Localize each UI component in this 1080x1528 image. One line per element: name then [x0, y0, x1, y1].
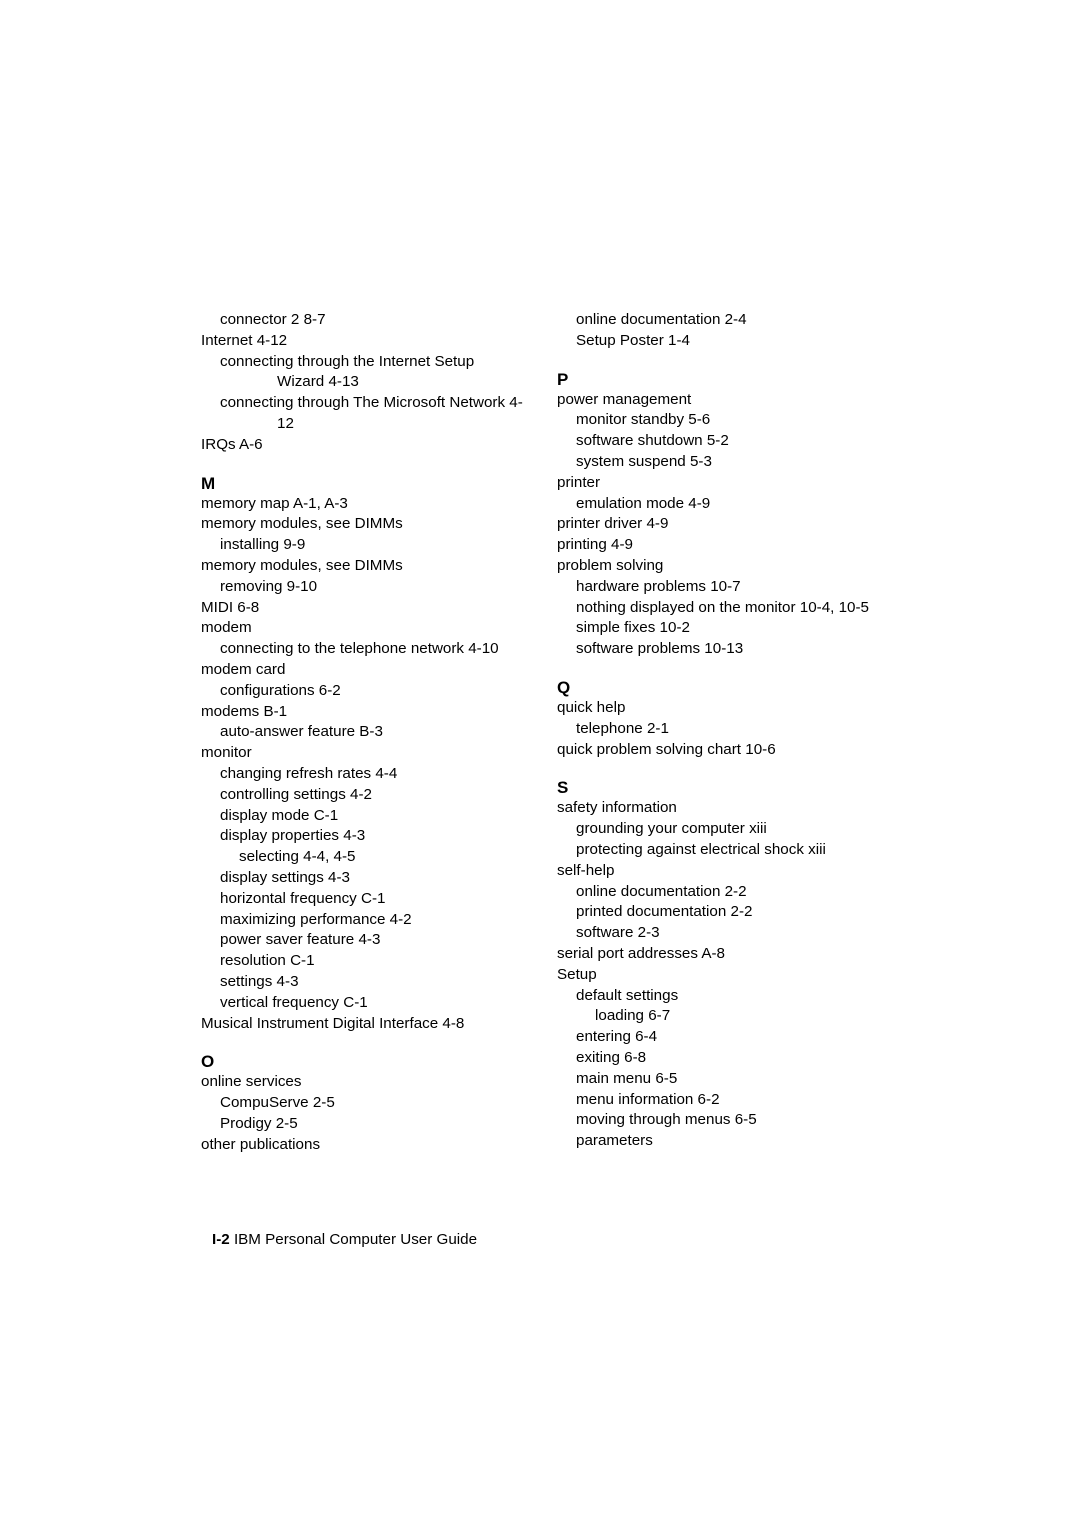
- index-entry: modem: [201, 618, 523, 639]
- index-entry: resolution C-1: [201, 951, 523, 972]
- index-entry: menu information 6-2: [557, 1090, 879, 1111]
- section-letter: O: [201, 1051, 523, 1072]
- index-entry: display settings 4-3: [201, 868, 523, 889]
- index-entry: simple fixes 10-2: [557, 618, 879, 639]
- index-entry: vertical frequency C-1: [201, 993, 523, 1014]
- index-entry: auto-answer feature B-3: [201, 722, 523, 743]
- index-entry: emulation mode 4-9: [557, 494, 879, 515]
- index-entry: hardware problems 10-7: [557, 577, 879, 598]
- index-entry: connector 2 8-7: [201, 310, 523, 331]
- index-entry: modem card: [201, 660, 523, 681]
- index-entry: configurations 6-2: [201, 681, 523, 702]
- index-entry: memory map A-1, A-3: [201, 494, 523, 515]
- right-column: online documentation 2-4Setup Poster 1-4…: [557, 310, 879, 1155]
- section-letter: P: [557, 369, 879, 390]
- index-page: connector 2 8-7Internet 4-12connecting t…: [201, 310, 879, 1155]
- page-footer: I-2 IBM Personal Computer User Guide: [212, 1231, 477, 1248]
- index-entry: software 2-3: [557, 923, 879, 944]
- index-entry: default settings: [557, 986, 879, 1007]
- index-entry: online services: [201, 1072, 523, 1093]
- index-entry: power management: [557, 390, 879, 411]
- index-entry: connecting to the telephone network 4-10: [201, 639, 523, 660]
- index-entry: printing 4-9: [557, 535, 879, 556]
- index-entry: removing 9-10: [201, 577, 523, 598]
- index-entry: nothing displayed on the monitor 10-4, 1…: [557, 598, 879, 619]
- index-entry: settings 4-3: [201, 972, 523, 993]
- index-entry: Musical Instrument Digital Interface 4-8: [201, 1014, 523, 1035]
- index-entry: CompuServe 2-5: [201, 1093, 523, 1114]
- index-entry: memory modules, see DIMMs: [201, 514, 523, 535]
- index-entry: connecting through the Internet Setup Wi…: [201, 352, 523, 394]
- index-entry: Prodigy 2-5: [201, 1114, 523, 1135]
- index-entry: Setup: [557, 965, 879, 986]
- index-entry: Setup Poster 1-4: [557, 331, 879, 352]
- index-entry: main menu 6-5: [557, 1069, 879, 1090]
- index-entry: IRQs A-6: [201, 435, 523, 456]
- index-entry: software shutdown 5-2: [557, 431, 879, 452]
- index-entry: connecting through The Microsoft Network…: [201, 393, 523, 435]
- index-entry: monitor: [201, 743, 523, 764]
- index-entry: quick help: [557, 698, 879, 719]
- section-letter: S: [557, 777, 879, 798]
- index-entry: printer: [557, 473, 879, 494]
- footer-title: IBM Personal Computer User Guide: [230, 1231, 477, 1248]
- index-entry: grounding your computer xiii: [557, 819, 879, 840]
- index-entry: problem solving: [557, 556, 879, 577]
- section-letter: M: [201, 473, 523, 494]
- index-entry: exiting 6-8: [557, 1048, 879, 1069]
- index-entry: power saver feature 4-3: [201, 930, 523, 951]
- index-entry: maximizing performance 4-2: [201, 910, 523, 931]
- index-entry: loading 6-7: [557, 1006, 879, 1027]
- index-entry: modems B-1: [201, 702, 523, 723]
- index-entry: system suspend 5-3: [557, 452, 879, 473]
- index-entry: display mode C-1: [201, 806, 523, 827]
- index-entry: horizontal frequency C-1: [201, 889, 523, 910]
- index-entry: entering 6-4: [557, 1027, 879, 1048]
- index-entry: moving through menus 6-5: [557, 1110, 879, 1131]
- index-entry: Internet 4-12: [201, 331, 523, 352]
- index-entry: self-help: [557, 861, 879, 882]
- index-entry: selecting 4-4, 4-5: [201, 847, 523, 868]
- index-entry: changing refresh rates 4-4: [201, 764, 523, 785]
- index-entry: online documentation 2-2: [557, 882, 879, 903]
- index-entry: printed documentation 2-2: [557, 902, 879, 923]
- index-entry: protecting against electrical shock xiii: [557, 840, 879, 861]
- index-entry: other publications: [201, 1135, 523, 1156]
- section-letter: Q: [557, 677, 879, 698]
- index-entry: MIDI 6-8: [201, 598, 523, 619]
- index-entry: online documentation 2-4: [557, 310, 879, 331]
- left-column: connector 2 8-7Internet 4-12connecting t…: [201, 310, 523, 1155]
- index-entry: display properties 4-3: [201, 826, 523, 847]
- index-entry: parameters: [557, 1131, 879, 1152]
- index-entry: serial port addresses A-8: [557, 944, 879, 965]
- index-entry: memory modules, see DIMMs: [201, 556, 523, 577]
- index-entry: software problems 10-13: [557, 639, 879, 660]
- index-entry: printer driver 4-9: [557, 514, 879, 535]
- index-entry: telephone 2-1: [557, 719, 879, 740]
- index-entry: safety information: [557, 798, 879, 819]
- index-entry: controlling settings 4-2: [201, 785, 523, 806]
- index-entry: installing 9-9: [201, 535, 523, 556]
- index-entry: quick problem solving chart 10-6: [557, 740, 879, 761]
- index-entry: monitor standby 5-6: [557, 410, 879, 431]
- page-number: I-2: [212, 1231, 230, 1248]
